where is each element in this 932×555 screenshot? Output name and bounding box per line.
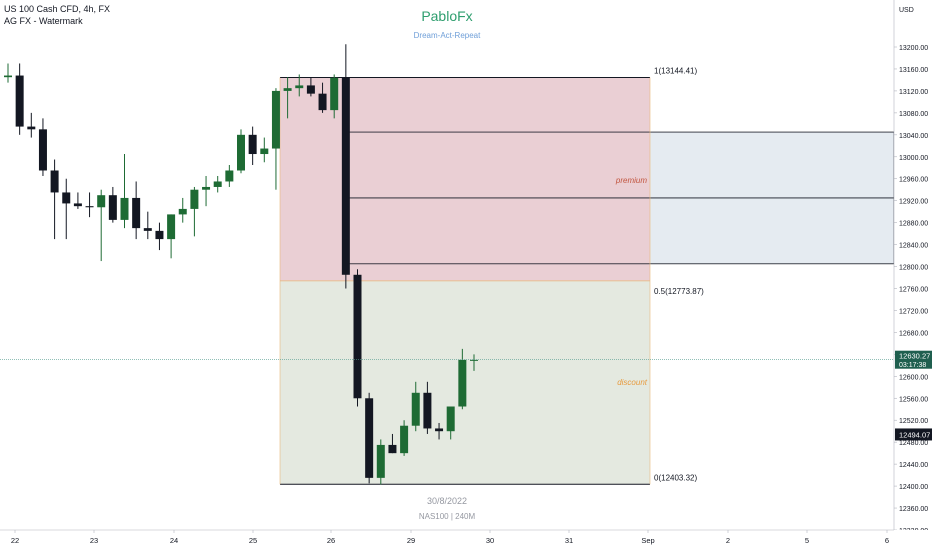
time-tick-label: 5	[805, 536, 809, 545]
candle-body	[155, 230, 164, 240]
candle-body	[97, 195, 106, 208]
price-tick-label: 12840.00	[899, 243, 928, 250]
price-tick-label: 12400.00	[899, 484, 928, 491]
candle-body	[411, 392, 420, 426]
candle-body	[85, 206, 94, 208]
time-tick-label: 25	[249, 536, 257, 545]
time-tick-label: 6	[885, 536, 889, 545]
candle-body	[50, 170, 59, 193]
watermark-symbol: NAS100 | 240M	[418, 512, 476, 521]
candle-body	[295, 85, 304, 89]
price-tick-label: 12760.00	[899, 287, 928, 294]
price-tick-label: 12560.00	[899, 396, 928, 403]
price-tick-label: 13200.00	[899, 45, 928, 52]
fib-label-1: 1(13144.41)	[654, 67, 697, 76]
premium-zone	[280, 77, 650, 281]
symbol-title: US 100 Cash CFD, 4h, FX	[4, 4, 111, 14]
price-tick-label: 12360.00	[899, 506, 928, 513]
candle-body	[237, 134, 245, 171]
watermark-date: 30/8/2022	[426, 496, 468, 506]
price-tick-label: 13160.00	[899, 67, 928, 74]
candle-body	[248, 134, 257, 155]
price-tick-label: 12440.00	[899, 462, 928, 469]
price-tick-label: 13120.00	[899, 89, 928, 96]
candle-body	[388, 444, 397, 454]
candle-body	[167, 214, 176, 240]
candle-body	[365, 398, 374, 478]
price-tick-label: 12600.00	[899, 374, 928, 381]
bar-countdown: 03:17:38	[899, 362, 926, 369]
candle-body	[73, 203, 82, 207]
candle-body	[190, 189, 199, 209]
time-tick-label: 23	[90, 536, 98, 545]
candle-body	[120, 197, 129, 220]
candle-body	[213, 181, 222, 187]
price-tick-label: 12680.00	[899, 330, 928, 337]
price-tick-label: 13000.00	[899, 155, 928, 162]
price-tick-label: 12920.00	[899, 199, 928, 206]
candle-body	[423, 392, 432, 429]
premium-label: premium	[615, 176, 647, 185]
candle-body	[202, 186, 211, 190]
watermark-subtitle: Dream-Act-Repeat	[413, 31, 481, 40]
fib-label-05: 0.5(12773.87)	[654, 287, 704, 296]
marker-price-value: 12494.07	[899, 430, 930, 439]
candle-body	[108, 195, 117, 220]
candle-body	[400, 425, 409, 454]
time-tick-label: 22	[11, 536, 19, 545]
price-tick-label: 12800.00	[899, 265, 928, 272]
candle-body	[330, 77, 339, 111]
time-axis-bg	[0, 530, 932, 550]
candle-body	[27, 126, 36, 130]
candle-body	[435, 428, 444, 432]
candle-body	[38, 129, 47, 171]
candle-body	[318, 93, 327, 111]
price-tick-label: 12960.00	[899, 177, 928, 184]
price-tick-label: 13080.00	[899, 111, 928, 118]
fib-label-0: 0(12403.32)	[654, 473, 697, 482]
price-tick-label: 12480.00	[899, 440, 928, 447]
candle-body	[470, 359, 478, 361]
time-tick-label: 29	[407, 536, 415, 545]
watermark-title: PabloFx	[421, 8, 473, 24]
time-tick-label: Sep	[641, 536, 654, 545]
candle-body	[260, 148, 269, 155]
candle-body	[306, 85, 315, 94]
candle-body	[376, 444, 385, 478]
price-tick-label: 12520.00	[899, 418, 928, 425]
price-axis-bg	[894, 0, 932, 550]
discount-label: discount	[617, 378, 648, 387]
candle-body	[15, 75, 24, 127]
candle-body	[446, 406, 455, 432]
candle-body	[62, 192, 71, 204]
marker-price-badge	[895, 428, 932, 441]
candle-body	[178, 208, 187, 215]
candle-body	[4, 75, 12, 78]
candle-body	[225, 170, 234, 182]
price-axis-currency: USD	[899, 7, 914, 14]
price-tick-label: 12880.00	[899, 221, 928, 228]
time-tick-label: 26	[327, 536, 335, 545]
indicator-title: AG FX - Watermark	[4, 16, 83, 26]
current-price-badge	[895, 350, 932, 369]
price-tick-label: 12720.00	[899, 308, 928, 315]
candle-body	[458, 359, 467, 407]
time-tick-label: 31	[565, 536, 573, 545]
candle-body	[353, 274, 362, 399]
candle-body	[283, 88, 292, 91]
current-price-value: 12630.27	[899, 352, 930, 361]
price-tick-label: 13040.00	[899, 133, 928, 140]
candle-body	[132, 197, 141, 229]
candle-body	[341, 77, 350, 275]
candle-body	[271, 90, 280, 149]
time-tick-label: 30	[486, 536, 494, 545]
candle-body	[143, 228, 152, 231]
time-tick-label: 24	[170, 536, 178, 545]
time-tick-label: 2	[726, 536, 730, 545]
